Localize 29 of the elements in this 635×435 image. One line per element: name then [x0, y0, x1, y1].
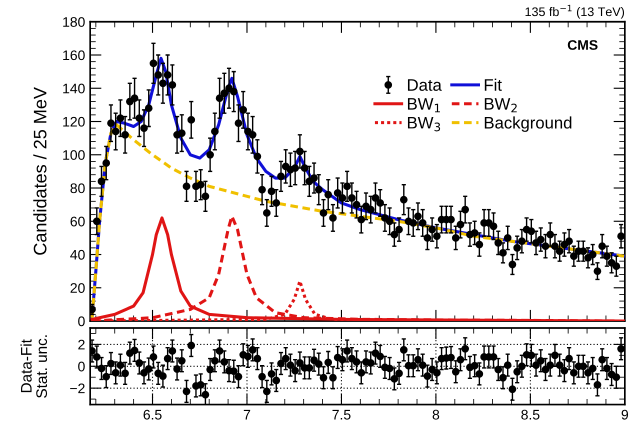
x-tick-label: 7	[244, 410, 250, 420]
y-tick-label: 0	[78, 362, 85, 372]
y-tick-label: 180	[63, 17, 85, 27]
y-tick-label: 100	[63, 150, 85, 160]
y-axis-title: Data-Fit Stat. unc.	[20, 335, 48, 398]
legend-label: BW$_{3}$	[408, 116, 440, 132]
legend-label: BW$_{1}$	[408, 98, 440, 112]
y-tick-label: 0	[78, 316, 85, 326]
y-tick-label: −2	[70, 383, 85, 394]
y-tick-label: 160	[63, 50, 85, 60]
legend-label: Data	[408, 79, 442, 91]
annotation: CMS	[568, 40, 598, 50]
y-tick-label: 20	[70, 283, 85, 293]
y-axis-title: Candidates / 25 MeV	[33, 87, 46, 255]
legend-label: Fit	[484, 78, 502, 91]
y-tick-label: 2	[78, 340, 85, 350]
x-tick-label: 9	[622, 410, 628, 420]
x-tick-label: 6.5	[144, 410, 162, 420]
text: 135 fb$^{−1}$ (13 TeV)	[526, 4, 624, 19]
y-tick-label: 120	[63, 116, 85, 127]
y-tick-label: 80	[70, 183, 85, 194]
x-tick-label: 8	[432, 410, 440, 420]
x-tick-label: 8.5	[521, 410, 540, 420]
y-tick-label: 60	[70, 216, 85, 226]
legend-label: BW$_{2}$	[484, 98, 517, 112]
y-tick-label: 140	[63, 84, 85, 94]
legend-label: Background	[484, 116, 572, 132]
y-tick-label: 40	[70, 250, 85, 260]
x-tick-label: 7.5	[332, 410, 351, 420]
